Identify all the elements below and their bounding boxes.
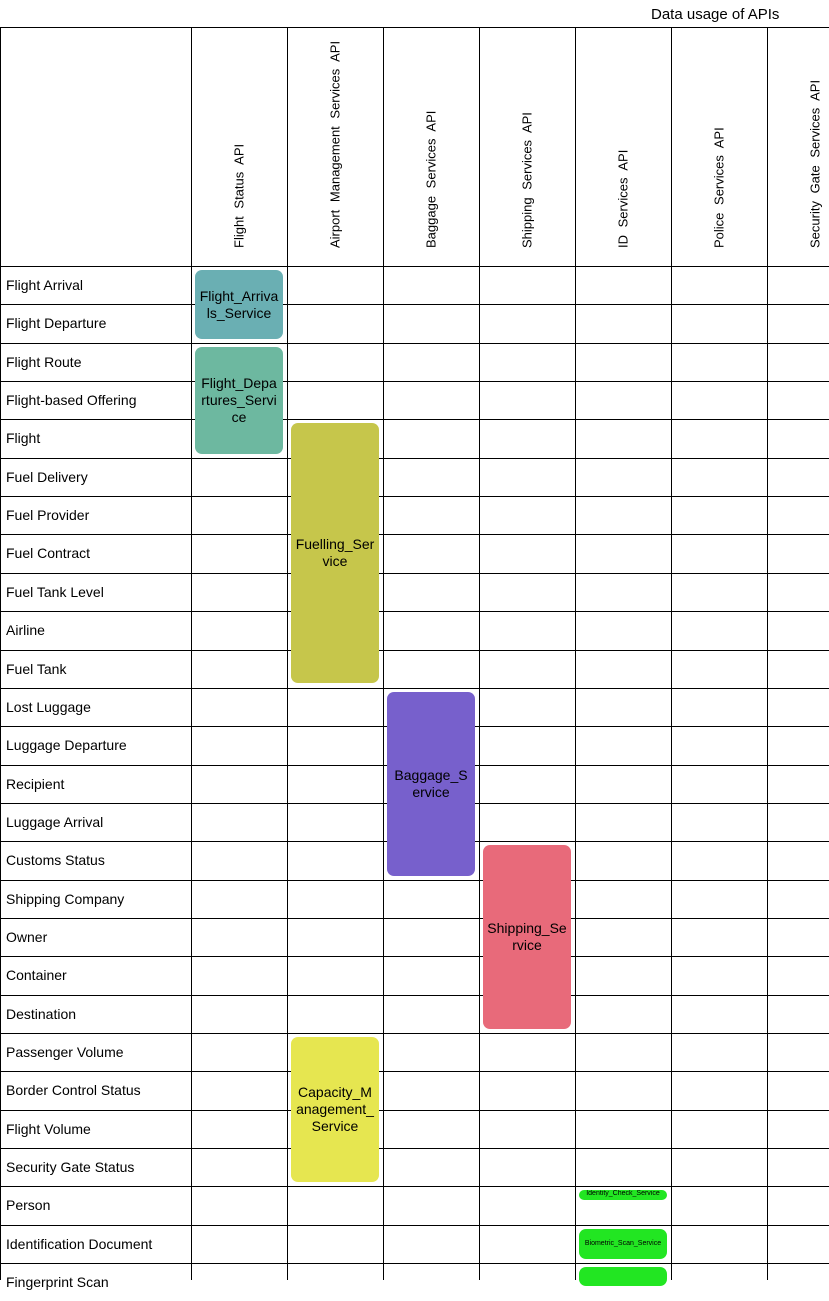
row-label: Fuel Contract: [6, 545, 91, 561]
column-header: ID Services API: [575, 27, 671, 265]
column-header-label: ID Services API: [615, 149, 631, 248]
column-header-label: Security Gate Services API: [807, 79, 823, 248]
diagram-title: Data usage of APIs: [651, 6, 780, 23]
row-label: Passenger Volume: [6, 1044, 124, 1060]
service-block: Baggage_Service: [387, 692, 475, 876]
column-header-label: Airport Management Services API: [327, 40, 343, 248]
grid-line-vertical: [671, 27, 672, 1280]
grid-line-horizontal: [0, 1225, 829, 1226]
row-label: Lost Luggage: [6, 699, 91, 715]
row-label: Identification Document: [6, 1236, 153, 1252]
grid-line-horizontal: [0, 534, 829, 535]
row-label: Person: [6, 1197, 51, 1213]
row-label: Owner: [6, 929, 48, 945]
grid-line-horizontal: [0, 1110, 829, 1111]
service-block: Identity_Check_Service: [579, 1190, 667, 1200]
row-label: Flight Departure: [6, 315, 107, 331]
grid-line-horizontal: [0, 1071, 829, 1072]
service-block: Fuelling_Service: [291, 423, 379, 683]
row-label: Luggage Arrival: [6, 814, 104, 830]
grid-line-horizontal: [0, 1148, 829, 1149]
service-block: Shipping_Service: [483, 845, 571, 1029]
grid-line-horizontal: [0, 27, 829, 28]
grid-line-horizontal: [0, 266, 829, 267]
column-header-label: Police Services API: [711, 127, 727, 248]
row-label: Flight: [6, 430, 41, 446]
grid-line-horizontal: [0, 995, 829, 996]
grid-line-vertical: [287, 27, 288, 1280]
grid-line-horizontal: [0, 381, 829, 382]
column-header: Shipping Services API: [479, 27, 575, 265]
row-label: Fuel Delivery: [6, 469, 88, 485]
grid-line-horizontal: [0, 611, 829, 612]
grid-line-horizontal: [0, 458, 829, 459]
column-header-label: Flight Status API: [231, 143, 247, 248]
grid-line-vertical: [767, 27, 768, 1280]
grid-line-vertical: [191, 27, 192, 1280]
service-block: Flight_Departures_Service: [195, 347, 283, 454]
column-header: Flight Status API: [191, 27, 287, 265]
row-label: Flight Volume: [6, 1121, 91, 1137]
row-label: Fingerprint Scan: [6, 1274, 109, 1290]
column-header: Airport Management Services API: [287, 27, 383, 265]
column-header-label: Shipping Services API: [519, 112, 535, 248]
row-label: Border Control Status: [6, 1082, 141, 1098]
grid-line-vertical: [479, 27, 480, 1280]
row-label: Airline: [6, 622, 45, 638]
row-label: Shipping Company: [6, 891, 125, 907]
service-block: Biometric_Scan_Service: [579, 1229, 667, 1259]
grid-line-vertical: [383, 27, 384, 1280]
grid-line-horizontal: [0, 304, 829, 305]
grid-line-horizontal: [0, 650, 829, 651]
row-label: Recipient: [6, 776, 65, 792]
grid-line-horizontal: [0, 1186, 829, 1187]
row-label: Fuel Provider: [6, 507, 90, 523]
grid-line-horizontal: [0, 1263, 829, 1264]
row-label: Customs Status: [6, 852, 105, 868]
service-block: Capacity_Management_Service: [291, 1037, 379, 1182]
row-label: Security Gate Status: [6, 1159, 135, 1175]
row-label: Destination: [6, 1006, 77, 1022]
grid-line-vertical: [0, 27, 1, 1280]
grid-line-horizontal: [0, 880, 829, 881]
grid-line-horizontal: [0, 918, 829, 919]
row-label: Flight-based Offering: [6, 392, 137, 408]
column-header-label: Baggage Services API: [423, 110, 439, 248]
row-label: Fuel Tank: [6, 661, 67, 677]
service-block: [579, 1267, 667, 1286]
column-header: Police Services API: [671, 27, 767, 265]
row-label: Flight Arrival: [6, 277, 84, 293]
column-header: Baggage Services API: [383, 27, 479, 265]
grid-line-horizontal: [0, 419, 829, 420]
column-header: Security Gate Services API: [767, 27, 829, 265]
grid-line-horizontal: [0, 1033, 829, 1034]
grid-line-horizontal: [0, 573, 829, 574]
row-label: Container: [6, 967, 67, 983]
service-block: Flight_Arrivals_Service: [195, 270, 283, 339]
row-label: Luggage Departure: [6, 737, 127, 753]
grid-line-horizontal: [0, 688, 829, 689]
row-label: Flight Route: [6, 354, 82, 370]
row-label: Fuel Tank Level: [6, 584, 104, 600]
grid-line-horizontal: [0, 956, 829, 957]
grid-line-horizontal: [0, 496, 829, 497]
grid-line-vertical: [575, 27, 576, 1280]
grid-line-horizontal: [0, 343, 829, 344]
